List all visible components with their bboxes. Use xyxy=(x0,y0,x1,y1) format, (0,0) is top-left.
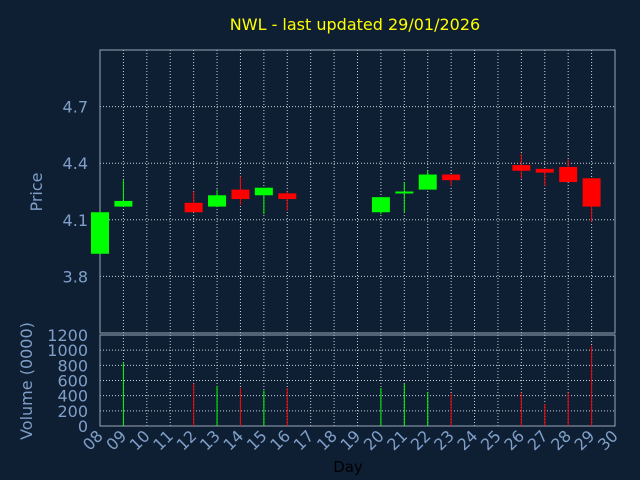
candle xyxy=(254,187,273,215)
price-y-tick-label: 4.1 xyxy=(63,211,88,230)
volume-y-tick-label: 600 xyxy=(57,372,88,391)
x-tick-label: 30 xyxy=(594,426,622,454)
volume-y-tick-label: 0 xyxy=(78,417,88,436)
candle xyxy=(278,191,297,211)
candle-body xyxy=(582,178,601,207)
candle xyxy=(418,170,437,190)
candle xyxy=(442,174,461,186)
price-y-label: Price xyxy=(27,172,46,211)
candle-body xyxy=(254,187,273,196)
candle xyxy=(231,176,250,205)
candle xyxy=(395,182,414,213)
x-ticks: 0809101112131415161718192021222324252627… xyxy=(79,426,622,454)
price-grid xyxy=(99,50,616,333)
x-axis-label: Day xyxy=(333,458,363,476)
price-y-tick-label: 3.8 xyxy=(63,267,88,286)
candle-body xyxy=(512,165,531,171)
candle xyxy=(371,197,390,215)
candle-body xyxy=(535,168,554,173)
candle-body xyxy=(184,202,203,213)
price-y-tick-label: 4.4 xyxy=(63,154,88,173)
volume-plot-frame xyxy=(99,334,616,427)
candle-body xyxy=(114,200,133,207)
candle-body xyxy=(371,197,390,213)
candle xyxy=(184,191,203,213)
candle xyxy=(91,212,109,254)
candle xyxy=(512,153,531,179)
candle-body xyxy=(91,212,109,254)
volume-y-tick-label: 400 xyxy=(57,387,88,406)
candle-body xyxy=(559,166,578,183)
candle-body xyxy=(278,193,297,200)
candle-body xyxy=(395,191,414,194)
chart-title: NWL - last updated 29/01/2026 xyxy=(230,15,480,34)
candle xyxy=(535,168,554,186)
volume-bars xyxy=(122,345,593,426)
candle xyxy=(582,178,601,222)
candle xyxy=(559,159,578,183)
price-y-ticks: 3.8 4.1 4.4 4.7 xyxy=(63,98,88,287)
candles xyxy=(91,153,601,254)
price-y-tick-label: 4.7 xyxy=(63,98,88,117)
candle-body xyxy=(442,174,461,181)
candle xyxy=(114,180,133,207)
volume-y-tick-label: 200 xyxy=(57,402,88,421)
candle xyxy=(208,189,227,207)
volume-y-tick-label: 1200 xyxy=(47,326,88,345)
candle-body xyxy=(231,189,250,200)
volume-y-label: Volume (0000) xyxy=(17,322,36,440)
volume-grid xyxy=(99,334,616,427)
candle-body xyxy=(208,195,227,207)
volume-y-tick-label: 800 xyxy=(57,356,88,375)
candle-body xyxy=(418,174,437,190)
volume-y-tick-label: 1000 xyxy=(47,341,88,360)
price-plot-frame xyxy=(99,49,616,334)
